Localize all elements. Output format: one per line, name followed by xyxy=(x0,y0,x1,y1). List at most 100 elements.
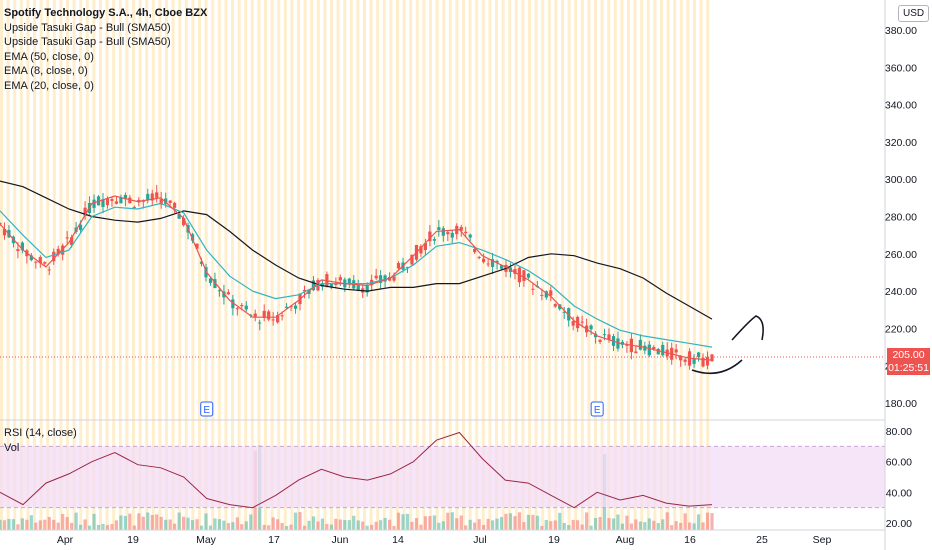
session-stripe xyxy=(198,0,201,530)
volume-bar xyxy=(132,525,136,530)
volume-bar xyxy=(674,521,678,530)
volume-bar xyxy=(146,512,150,530)
session-stripe xyxy=(356,0,360,530)
candle-body xyxy=(558,304,562,310)
session-stripe xyxy=(0,0,3,530)
volume-bar xyxy=(387,519,392,530)
volume-bar xyxy=(79,524,83,530)
price-tick-label: 320.00 xyxy=(885,137,917,149)
candle-body xyxy=(652,347,656,350)
volume-bar xyxy=(607,518,611,530)
volume-bar xyxy=(562,522,566,530)
candle-body xyxy=(705,356,710,366)
currency-button[interactable]: USD xyxy=(898,5,930,22)
volume-bar xyxy=(347,520,351,530)
hand-drawn-arrow[interactable] xyxy=(691,315,764,375)
candle-body xyxy=(114,201,119,204)
candle-body xyxy=(155,192,159,198)
candle-body xyxy=(347,278,351,285)
volume-bar xyxy=(567,525,571,530)
volume-bar xyxy=(679,522,683,530)
candle-body xyxy=(146,193,150,200)
volume-bar xyxy=(437,522,441,530)
rsi-label[interactable]: RSI (14, close) xyxy=(4,427,77,439)
session-stripe xyxy=(283,0,287,530)
time-tick-label: 17 xyxy=(268,534,280,546)
volume-bar xyxy=(441,521,445,530)
volume-bar xyxy=(665,512,669,530)
volume-bar xyxy=(284,525,289,530)
volume-label[interactable]: Vol xyxy=(4,442,20,454)
session-stripe xyxy=(39,0,43,530)
candle-body xyxy=(405,266,410,268)
session-stripe xyxy=(660,0,663,530)
session-stripe xyxy=(165,0,168,530)
candle-body xyxy=(661,344,665,356)
volume-bar xyxy=(289,524,293,530)
volume-bar xyxy=(589,525,593,530)
candle-body xyxy=(101,199,105,207)
candle-body xyxy=(164,198,168,204)
session-stripe xyxy=(145,0,149,530)
volume-bar xyxy=(87,525,92,530)
symbol-title[interactable]: Spotify Technology S.A., 4h, Cboe BZX xyxy=(4,7,208,19)
session-stripe xyxy=(184,0,188,530)
session-stripe xyxy=(151,0,155,530)
rsi-axis[interactable]: 80.00 60.00 40.00 20.00 xyxy=(886,426,912,530)
candle-body xyxy=(647,344,651,356)
candle-body xyxy=(419,246,423,254)
candle-body xyxy=(338,277,342,281)
candle-body xyxy=(701,357,705,367)
session-stripe xyxy=(310,0,314,530)
volume-bar xyxy=(396,512,401,530)
volume-bar xyxy=(383,517,387,530)
candle-body xyxy=(2,228,7,236)
indicator-label[interactable]: EMA (8, close, 0) xyxy=(4,65,88,78)
volume-bar xyxy=(267,525,271,530)
indicator-label[interactable]: EMA (20, close, 0) xyxy=(4,79,94,92)
volume-bar xyxy=(74,512,78,530)
candle-body xyxy=(692,358,696,364)
indicator-label[interactable]: Upside Tasuki Gap - Bull (SMA50) xyxy=(4,36,171,49)
volume-bar xyxy=(276,519,280,530)
volume-bar xyxy=(7,519,11,530)
volume-bar xyxy=(683,513,687,530)
candle-body xyxy=(43,262,47,264)
price-tick-label: 340.00 xyxy=(885,100,917,112)
candle-body xyxy=(253,313,257,317)
volume-bar xyxy=(190,520,195,530)
candle-body xyxy=(544,291,548,298)
indicator-label[interactable]: EMA (50, close, 0) xyxy=(4,50,94,63)
candle-body xyxy=(119,197,123,204)
volume-bar xyxy=(710,513,714,530)
candle-body xyxy=(52,251,56,262)
volume-bar xyxy=(119,515,123,530)
candle-body xyxy=(696,352,701,357)
candle-body xyxy=(459,226,463,231)
volume-bar xyxy=(625,515,629,530)
volume-bar xyxy=(370,524,374,530)
time-axis[interactable]: Apr 19 May 17 Jun 14 Jul 19 Aug 16 25 Sep xyxy=(57,534,832,546)
session-stripe xyxy=(415,0,419,530)
indicator-label[interactable]: Upside Tasuki Gap - Bull (SMA50) xyxy=(4,21,171,34)
candle-body xyxy=(150,193,154,201)
volume-bar xyxy=(334,518,338,530)
session-stripe xyxy=(429,0,432,530)
volume-bar xyxy=(522,522,526,530)
candle-body xyxy=(490,259,495,267)
time-tick-label: 25 xyxy=(756,534,768,546)
candle-body xyxy=(553,304,557,307)
volume-bar xyxy=(455,518,459,530)
candle-body xyxy=(159,199,163,205)
volume-bar xyxy=(585,512,589,530)
session-stripe xyxy=(607,0,611,530)
session-stripe xyxy=(105,0,109,530)
session-stripe xyxy=(481,0,485,530)
session-stripe xyxy=(85,0,89,530)
candle-body xyxy=(513,269,517,274)
session-stripe xyxy=(33,0,36,530)
candle-body xyxy=(437,227,441,230)
volume-bar xyxy=(643,522,647,530)
